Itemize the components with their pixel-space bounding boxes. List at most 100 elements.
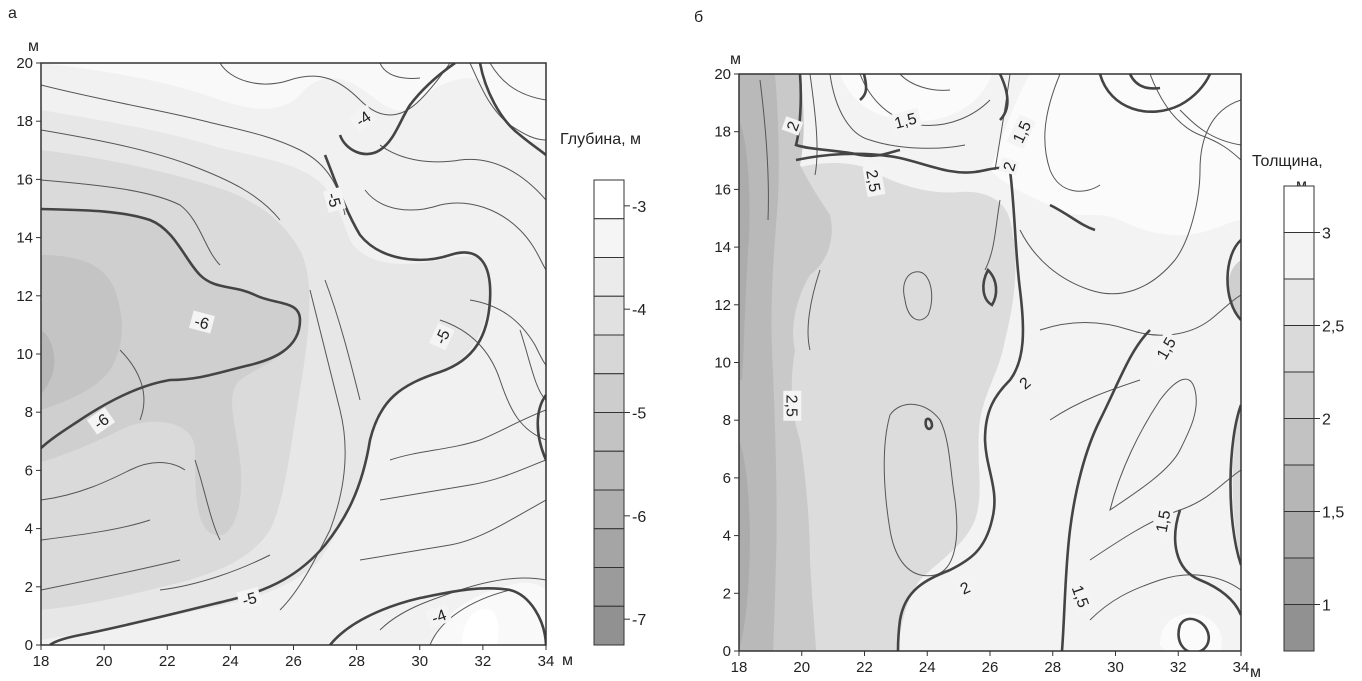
legend-swatch bbox=[593, 412, 625, 452]
contour-label-text: 1,5 bbox=[893, 110, 919, 132]
contour-label-text: 1,5 bbox=[1154, 509, 1175, 534]
y-tick-label: 12 bbox=[16, 288, 33, 305]
contour-label-bg bbox=[1013, 371, 1036, 395]
contour-label: 1,5 bbox=[1151, 504, 1175, 538]
legend-swatch bbox=[593, 179, 625, 220]
contour-label: 2 bbox=[998, 157, 1020, 176]
contour-label-text: -5 bbox=[323, 191, 343, 209]
y-tick-label: 8 bbox=[723, 412, 731, 429]
legend-swatch bbox=[593, 334, 625, 375]
x-tick-label: 26 bbox=[982, 659, 999, 676]
contour-label: -5 bbox=[429, 322, 455, 351]
contour-label: -4 bbox=[425, 603, 453, 629]
contour-label: -5 bbox=[322, 186, 347, 213]
legend-tick-label: 3 bbox=[1322, 226, 1331, 243]
contour-label-bg bbox=[954, 576, 976, 599]
legend-swatch bbox=[1283, 557, 1315, 605]
contour-label-text: 2,5 bbox=[782, 395, 799, 417]
legend-title-b-line1: Толщина, bbox=[1252, 153, 1323, 170]
x-tick-label: 34 bbox=[1233, 659, 1250, 676]
legend-swatch bbox=[1283, 604, 1315, 652]
y-axis-unit-b: м bbox=[730, 51, 741, 68]
contour-label: 2 bbox=[1013, 371, 1036, 395]
contour-label-bg bbox=[1006, 114, 1036, 150]
x-tick-label: 24 bbox=[222, 653, 239, 670]
legend-swatch bbox=[593, 373, 625, 413]
y-tick-label: 2 bbox=[25, 579, 33, 596]
y-tick-label: 10 bbox=[16, 346, 33, 363]
legend-swatch bbox=[1283, 511, 1315, 559]
contour-label-text: -6 bbox=[193, 313, 211, 333]
legend-tick-label: 1,5 bbox=[1322, 505, 1344, 522]
y-tick-label: 6 bbox=[723, 470, 731, 487]
panel-label-b: б bbox=[694, 9, 703, 26]
legend-swatch bbox=[593, 528, 625, 568]
y-tick-label: 0 bbox=[723, 643, 731, 660]
legend-tick-label: -7 bbox=[632, 612, 646, 629]
legend-tick-label: 2 bbox=[1322, 412, 1331, 429]
contour-label: 1,5 bbox=[888, 107, 923, 133]
contour-label: 2,5 bbox=[782, 390, 802, 421]
contour-label-bg bbox=[1067, 579, 1095, 614]
contour-label-text: -4 bbox=[430, 607, 449, 628]
contour-label-bg bbox=[425, 603, 453, 629]
legend-swatch bbox=[1283, 232, 1315, 280]
legend-swatch bbox=[593, 295, 625, 336]
x-tick-label: 24 bbox=[919, 659, 936, 676]
x-tick-label: 22 bbox=[856, 659, 873, 676]
x-tick-label: 20 bbox=[96, 653, 113, 670]
contour-label: -6 bbox=[189, 310, 215, 334]
x-tick-label: 26 bbox=[285, 653, 302, 670]
contour-label-text: -5 bbox=[241, 590, 259, 610]
legend-tick-label: -5 bbox=[632, 406, 646, 423]
thickness-map-panel: б м м bbox=[694, 9, 1344, 681]
y-tick-label: 14 bbox=[16, 230, 33, 247]
x-tick-label: 18 bbox=[33, 653, 50, 670]
legend-swatch bbox=[1283, 371, 1315, 419]
y-tick-label: 10 bbox=[714, 355, 731, 372]
y-tick-label: 6 bbox=[25, 462, 33, 479]
x-tick-label: 20 bbox=[793, 659, 810, 676]
legend-tick-label: -3 bbox=[632, 199, 646, 216]
y-tick-label: 4 bbox=[25, 521, 33, 538]
y-tick-label: 20 bbox=[16, 55, 33, 72]
y-tick-label: 12 bbox=[714, 297, 731, 314]
legend-tick-label: 1 bbox=[1322, 598, 1331, 615]
legend-swatch bbox=[593, 450, 625, 491]
depth-map-panel: а м м bbox=[8, 5, 646, 670]
legend-title-a: Глубина, м bbox=[560, 131, 641, 148]
contour-label-text: 1,5 bbox=[1068, 583, 1092, 610]
legend-swatch bbox=[593, 567, 625, 607]
legend-tick-label: 2,5 bbox=[1322, 319, 1344, 336]
legend-tick-label: -6 bbox=[632, 509, 646, 526]
x-tick-label: 22 bbox=[159, 653, 176, 670]
legend-swatch bbox=[593, 605, 625, 646]
thickness-contour-field: 2 1,5 1,52,521,522,52 1,51,5 bbox=[739, 74, 1241, 651]
x-tick-label: 32 bbox=[1170, 659, 1187, 676]
contour-label-bg bbox=[783, 390, 802, 421]
depth-contour-field: -4 -5 -6 -5 -6 -5 -4 bbox=[41, 63, 546, 645]
contour-label-bg bbox=[322, 186, 347, 213]
panel-label-a: а bbox=[8, 5, 17, 22]
contour-label-text: 2 bbox=[1001, 160, 1020, 173]
contour-label: 2 bbox=[781, 116, 803, 136]
legend-tick-label: -4 bbox=[632, 302, 646, 319]
x-tick-label: 32 bbox=[475, 653, 492, 670]
y-tick-label: 8 bbox=[25, 404, 33, 421]
contour-label-text: -5 bbox=[432, 327, 453, 347]
x-tick-label: 30 bbox=[1107, 659, 1124, 676]
contour-label-bg bbox=[429, 322, 455, 351]
contour-label-bg bbox=[86, 407, 116, 435]
y-tick-label: 16 bbox=[16, 171, 33, 188]
contour-label-bg bbox=[1151, 504, 1175, 538]
legend-swatch bbox=[1283, 278, 1315, 326]
y-tick-label: 18 bbox=[714, 124, 731, 141]
legend-swatch bbox=[593, 257, 625, 297]
y-tick-label: 4 bbox=[723, 528, 731, 545]
x-tick-label: 18 bbox=[731, 659, 748, 676]
y-tick-label: 2 bbox=[723, 585, 731, 602]
contour-label-bg bbox=[888, 107, 923, 133]
x-tick-label: 34 bbox=[538, 653, 555, 670]
y-tick-label: 20 bbox=[714, 66, 731, 83]
